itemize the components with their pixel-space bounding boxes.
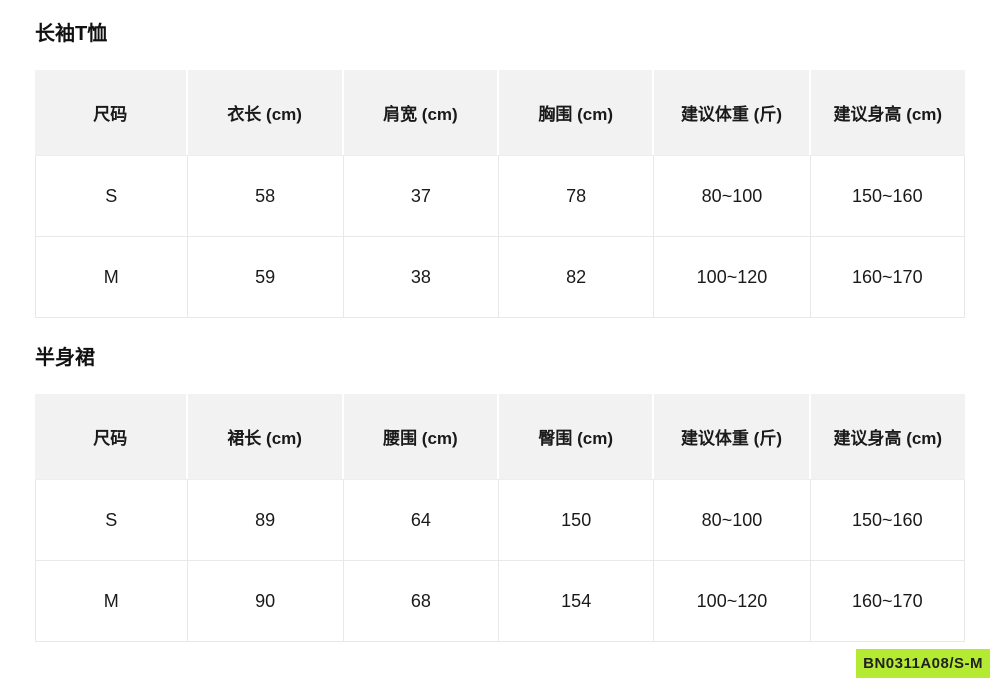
table-header-row: 尺码 衣长 (cm) 肩宽 (cm) 胸围 (cm) 建议体重 (斤) 建议身高… [35,70,965,155]
table-row: M 90 68 154 100~120 160~170 [35,561,965,642]
section-title-tshirt: 长袖T恤 [35,23,108,45]
data-cell: 160~170 [810,561,965,642]
sku-badge: BN0311A08/S-M [856,649,990,678]
header-cell-suggested-weight: 建议体重 (斤) [654,70,811,155]
header-cell-bust: 胸围 (cm) [499,70,655,155]
data-cell: 37 [343,155,500,237]
data-cell: 89 [187,479,344,561]
table-row: S 58 37 78 80~100 150~160 [35,155,965,237]
data-cell: 100~120 [654,561,811,642]
header-cell-suggested-height: 建议身高 (cm) [810,394,965,479]
table-row: M 59 38 82 100~120 160~170 [35,237,965,318]
data-cell: 150~160 [810,479,965,561]
data-cell: 59 [187,237,344,318]
header-cell-shoulder-width: 肩宽 (cm) [343,70,500,155]
data-cell: 80~100 [654,155,811,237]
header-cell-suggested-weight: 建议体重 (斤) [654,394,811,479]
data-cell: 38 [343,237,500,318]
data-cell: 90 [187,561,344,642]
header-cell-skirt-length: 裙长 (cm) [187,394,344,479]
header-cell-hip: 臀围 (cm) [499,394,655,479]
data-cell: 64 [343,479,500,561]
data-cell: 58 [187,155,344,237]
data-cell: M [35,561,188,642]
data-cell: 154 [499,561,655,642]
section-title-skirt: 半身裙 [35,347,95,369]
data-cell: 100~120 [654,237,811,318]
data-cell: 82 [499,237,655,318]
header-cell-size: 尺码 [35,70,188,155]
data-cell: S [35,479,188,561]
header-cell-garment-length: 衣长 (cm) [187,70,344,155]
data-cell: 68 [343,561,500,642]
data-cell: 80~100 [654,479,811,561]
skirt-size-table: 尺码 裙长 (cm) 腰围 (cm) 臀围 (cm) 建议体重 (斤) 建议身高… [35,394,965,642]
table-header-row: 尺码 裙长 (cm) 腰围 (cm) 臀围 (cm) 建议体重 (斤) 建议身高… [35,394,965,479]
data-cell: S [35,155,188,237]
header-cell-waist: 腰围 (cm) [343,394,500,479]
data-cell: 150 [499,479,655,561]
data-cell: 78 [499,155,655,237]
data-cell: 160~170 [810,237,965,318]
data-cell: 150~160 [810,155,965,237]
tshirt-size-table: 尺码 衣长 (cm) 肩宽 (cm) 胸围 (cm) 建议体重 (斤) 建议身高… [35,70,965,318]
data-cell: M [35,237,188,318]
header-cell-suggested-height: 建议身高 (cm) [810,70,965,155]
table-row: S 89 64 150 80~100 150~160 [35,479,965,561]
header-cell-size: 尺码 [35,394,188,479]
